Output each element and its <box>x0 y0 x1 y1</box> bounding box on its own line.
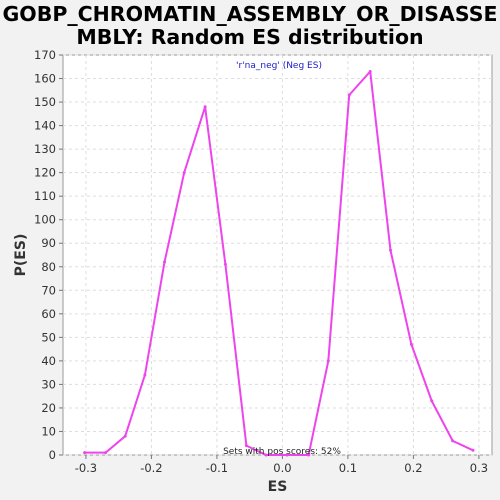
y-tick-label: 100 <box>34 213 56 227</box>
series-point <box>223 262 227 266</box>
y-tick-label: 160 <box>34 72 56 86</box>
y-tick-label: 40 <box>41 354 56 368</box>
series-point <box>143 373 147 377</box>
x-tick-label: -0.1 <box>206 461 228 475</box>
x-tick-label: -0.2 <box>140 461 162 475</box>
y-tick-label: 0 <box>49 448 56 462</box>
series-point <box>104 451 108 455</box>
y-tick-label: 30 <box>41 377 56 391</box>
axes: 0 10 20 30 40 50 60 70 80 90 100 110 120 130 140 150 160… <box>34 48 488 475</box>
chart-title-line-2: MBLY: Random ES distribution <box>76 25 423 49</box>
y-tick-label: 60 <box>41 307 56 321</box>
series-point <box>182 171 186 175</box>
y-tick-label: 110 <box>34 189 56 203</box>
series-point <box>471 448 475 452</box>
series-point <box>163 260 167 264</box>
plot-area <box>62 54 493 456</box>
series-point <box>203 105 207 109</box>
y-tick-label: 20 <box>41 401 56 415</box>
series-point <box>347 93 351 97</box>
y-tick-label: 130 <box>34 142 56 156</box>
series-point <box>368 69 372 73</box>
y-tick-label: 140 <box>34 119 56 133</box>
legend-entry: 'r'na_neg' (Neg ES) <box>236 61 322 71</box>
series-point <box>409 342 413 346</box>
x-tick-label: -0.3 <box>75 461 97 475</box>
y-tick-label: 10 <box>41 424 56 438</box>
series-point <box>451 439 455 443</box>
y-tick-label: 70 <box>41 283 56 297</box>
grid <box>63 54 492 456</box>
y-tick-label: 170 <box>34 48 56 62</box>
x-axis-label: ES <box>268 479 288 495</box>
x-tick-label: 0.2 <box>404 461 422 475</box>
x-tick-label: 0.1 <box>339 461 357 475</box>
pos-scores-annotation: Sets with pos scores: 52% <box>223 447 341 457</box>
x-tick-label: 0.3 <box>470 461 488 475</box>
series-point <box>388 248 392 252</box>
chart-text: GOBP_CHROMATIN_ASSEMBLY_OR_DISASSE MBLY:… <box>2 2 497 495</box>
series-point <box>264 453 268 457</box>
series-line <box>84 70 474 456</box>
y-tick-label: 80 <box>41 260 56 274</box>
series-point <box>326 359 330 363</box>
series <box>83 69 475 457</box>
y-tick-label: 90 <box>41 236 56 250</box>
series-point <box>83 451 87 455</box>
series-point <box>285 453 289 457</box>
series-point <box>430 399 434 403</box>
y-axis-label: P(ES) <box>13 234 29 277</box>
x-tick-label: 0.0 <box>273 461 291 475</box>
series-point <box>123 434 127 438</box>
series-point <box>307 453 311 457</box>
series-point <box>244 444 248 448</box>
y-tick-label: 150 <box>34 95 56 109</box>
chart-title-line-1: GOBP_CHROMATIN_ASSEMBLY_OR_DISASSE <box>2 2 497 26</box>
y-tick-label: 120 <box>34 166 56 180</box>
y-tick-label: 50 <box>41 330 56 344</box>
